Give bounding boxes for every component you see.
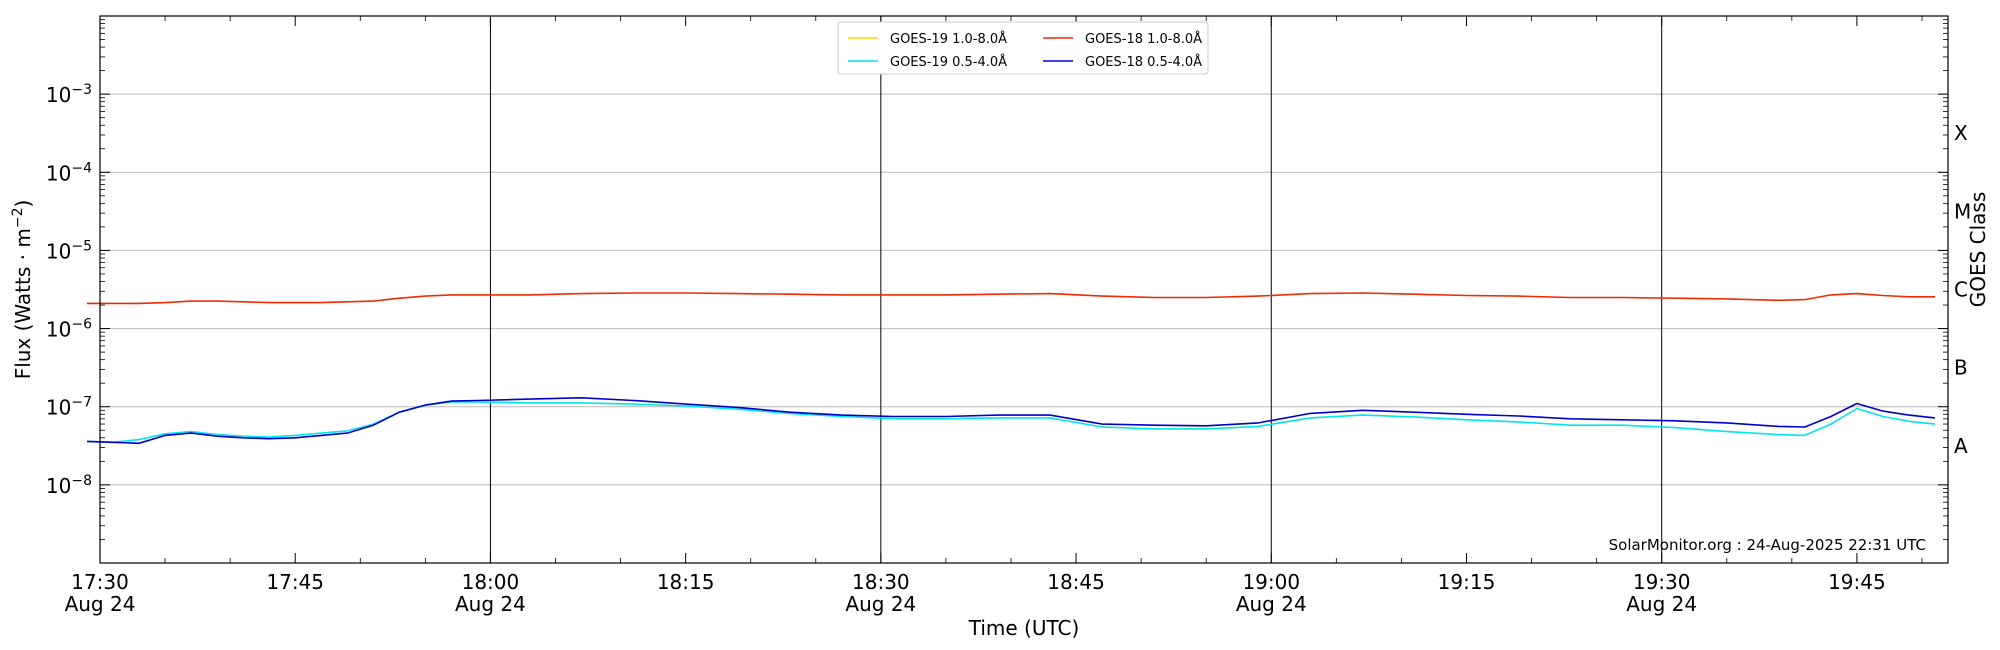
y-tick-label: 10−7 bbox=[46, 395, 92, 420]
x-tick-date: Aug 24 bbox=[1626, 592, 1697, 616]
x-tick-label: 17:30 bbox=[71, 570, 129, 594]
series-layer bbox=[86, 292, 1936, 445]
legend-box bbox=[837, 21, 1209, 75]
x-tick-label: 19:30 bbox=[1633, 570, 1691, 594]
y-axis-title: Flux (Watts · m−2) bbox=[10, 200, 35, 380]
goes-class-axis: A B C M X bbox=[1954, 121, 1971, 458]
goes-class-axis-title: GOES Class bbox=[1966, 192, 1990, 308]
x-tick-label: 18:45 bbox=[1047, 570, 1105, 594]
y-tick-label: 10−3 bbox=[46, 82, 92, 107]
legend-label: GOES-19 0.5-4.0Å bbox=[890, 54, 1007, 70]
x-tick-date: Aug 24 bbox=[455, 592, 526, 616]
goes-class-label: C bbox=[1954, 278, 1968, 302]
x-tick-label: 18:30 bbox=[852, 570, 910, 594]
series-line bbox=[86, 396, 1936, 445]
x-tick-date: Aug 24 bbox=[845, 592, 916, 616]
legend-label: GOES-18 1.0-8.0Å bbox=[1085, 31, 1202, 47]
legend-label: GOES-18 0.5-4.0Å bbox=[1085, 54, 1202, 70]
legend: GOES-19 1.0-8.0Å GOES-19 0.5-4.0Å GOES-18 … bbox=[837, 21, 1209, 75]
y-axis: 10−8 10−7 10−6 10−5 10−4 10−3 bbox=[46, 82, 92, 498]
x-tick-label: 19:45 bbox=[1828, 570, 1886, 594]
goes-class-label: B bbox=[1954, 356, 1968, 380]
x-axis-title: Time (UTC) bbox=[968, 616, 1080, 640]
y-tick-label: 10−6 bbox=[46, 317, 92, 342]
x-tick-label: 19:00 bbox=[1242, 570, 1300, 594]
x-tick-date: Aug 24 bbox=[65, 592, 136, 616]
y-tick-label: 10−4 bbox=[46, 160, 92, 185]
series-line bbox=[87, 292, 1935, 305]
x-tick-date: Aug 24 bbox=[1236, 592, 1307, 616]
plot-frame bbox=[99, 15, 1949, 564]
x-tick-label: 18:00 bbox=[462, 570, 520, 594]
goes-class-label: A bbox=[1954, 434, 1968, 458]
x-tick-label: 17:45 bbox=[266, 570, 324, 594]
legend-label: GOES-19 1.0-8.0Å bbox=[890, 31, 1007, 47]
goes-class-label: X bbox=[1954, 121, 1968, 145]
grid-layer bbox=[99, 16, 1948, 563]
goes-class-label: M bbox=[1954, 199, 1971, 223]
y-tick-label: 10−5 bbox=[46, 238, 92, 263]
x-tick-label: 19:15 bbox=[1438, 570, 1496, 594]
y-tick-label: 10−8 bbox=[46, 473, 92, 498]
x-tick-label: 18:15 bbox=[657, 570, 715, 594]
series-line bbox=[86, 401, 1936, 444]
credit-text: SolarMonitor.org : 24-Aug-2025 22:31 UTC bbox=[1609, 536, 1926, 554]
plot-area bbox=[100, 16, 1948, 563]
